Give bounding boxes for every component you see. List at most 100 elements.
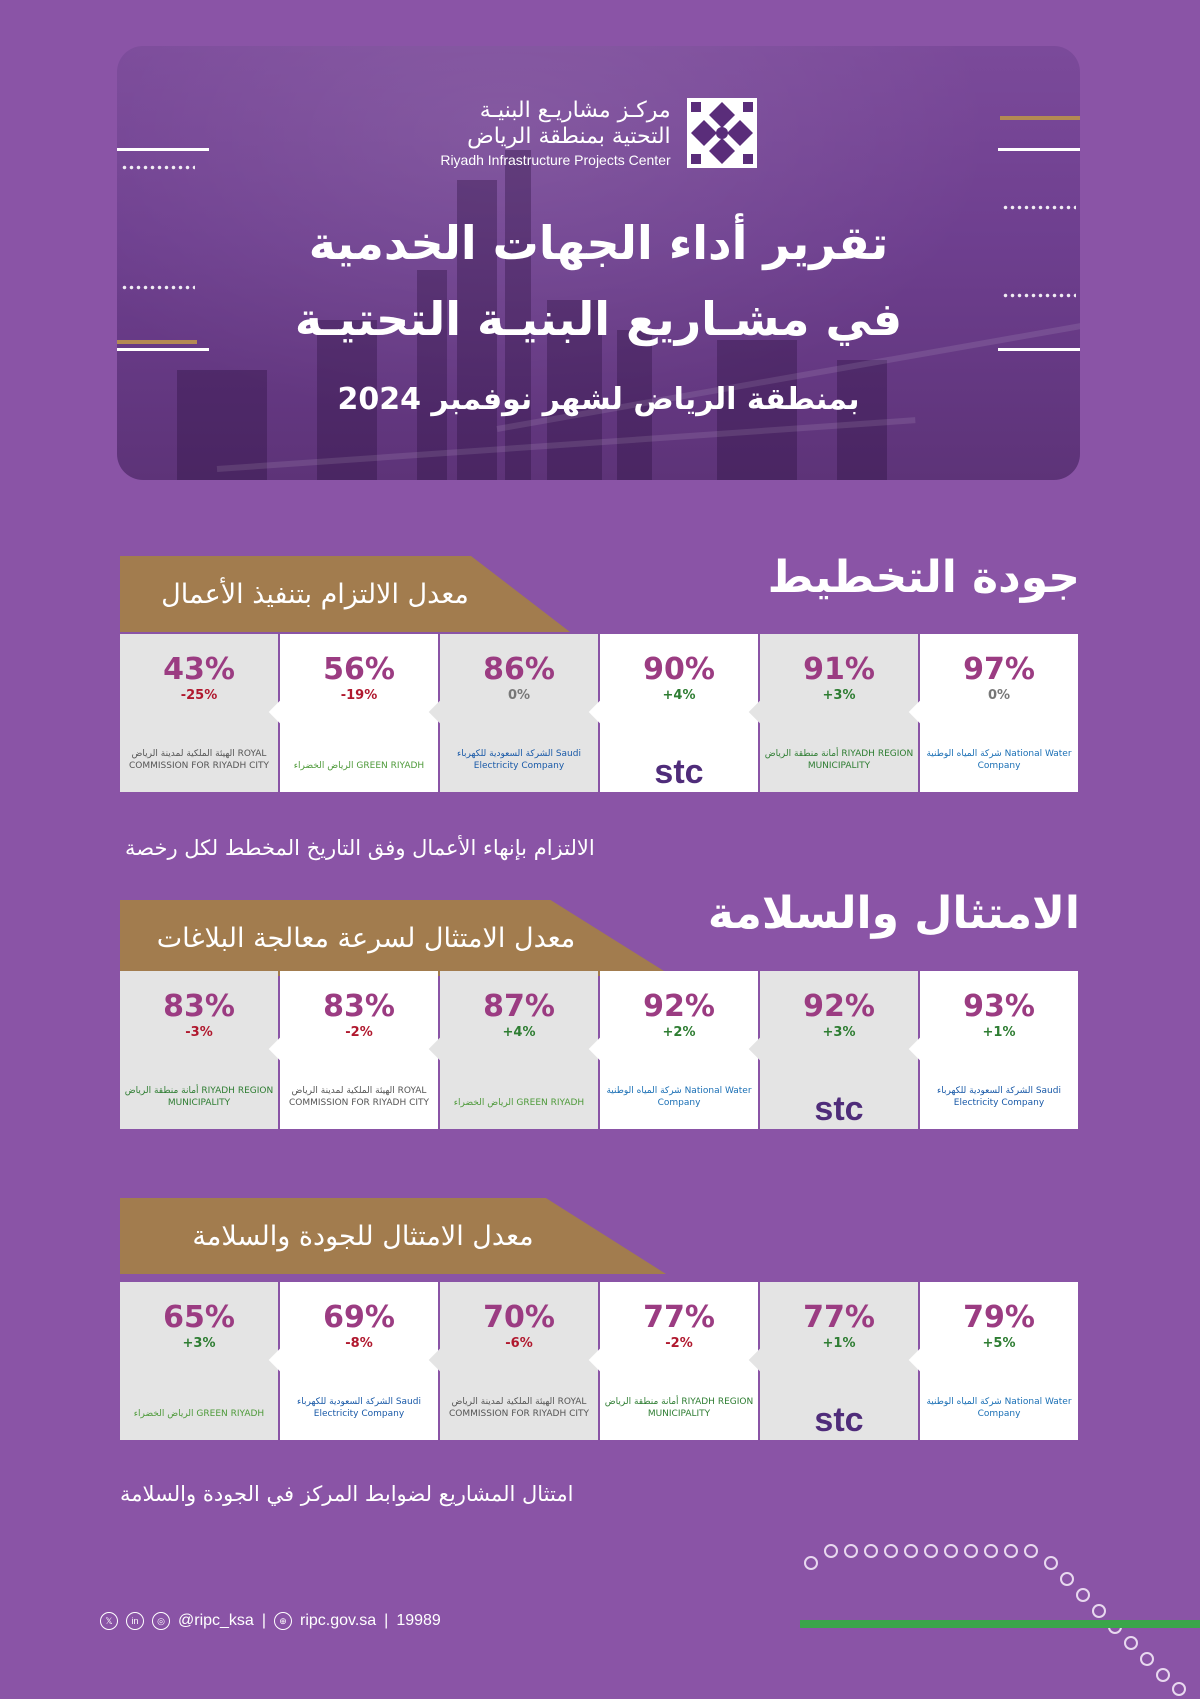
ring-decoration xyxy=(944,1544,958,1558)
kpi-change: -19% xyxy=(340,688,378,703)
kpi-change: -3% xyxy=(185,1025,213,1040)
kpi-card: 93% +1% الشركة السعودية للكهرباء Saudi E… xyxy=(908,971,1078,1129)
kpi-percent: 97% xyxy=(963,652,1035,687)
footer: 𝕏 in ◎ @ripc_ksa | ⊕ ripc.gov.sa | 19989 xyxy=(100,1612,441,1630)
kpi-percent: 79% xyxy=(963,1300,1035,1335)
ring-decoration xyxy=(1156,1668,1170,1682)
ring-decoration xyxy=(1076,1588,1090,1602)
kpi-change: -2% xyxy=(665,1336,693,1351)
kpi-card: 70% -6% الهيئة الملكية لمدينة الرياض ROY… xyxy=(428,1282,598,1440)
kpi-percent: 86% xyxy=(483,652,555,687)
kpi-change: 0% xyxy=(987,688,1011,703)
org-logo-stc: stc xyxy=(814,1090,864,1128)
kpi-change: +3% xyxy=(822,1025,856,1040)
org-logo-saudi-electricity: الشركة السعودية للكهرباء Saudi Electrici… xyxy=(297,1397,421,1419)
gold-accent xyxy=(1000,116,1080,120)
ring-decoration xyxy=(1172,1682,1186,1696)
org-logo-green-riyadh: الرياض الخضراء GREEN RIYADH xyxy=(453,1098,585,1108)
divider xyxy=(117,348,209,351)
kpi-change: +4% xyxy=(662,688,696,703)
globe-icon: ⊕ xyxy=(273,1612,292,1630)
org-logo-riyadh-municipality: أمانة منطقة الرياض RIYADH REGION MUNICIP… xyxy=(124,1086,274,1108)
logo-english: Riyadh Infrastructure Projects Center xyxy=(440,152,671,168)
org-logo-saudi-electricity: الشركة السعودية للكهرباء Saudi Electrici… xyxy=(937,1086,1061,1108)
report-title-line2: في مشـاريع البنيـة التحتيـة xyxy=(294,292,903,346)
org-logo-royal-commission: الهيئة الملكية لمدينة الرياض ROYAL COMMI… xyxy=(448,1397,590,1419)
kpi-percent: 92% xyxy=(803,989,875,1024)
kpi-change: +1% xyxy=(982,1025,1016,1040)
banner-execution-commitment: معدل الالتزام بتنفيذ الأعمال xyxy=(120,556,570,632)
ripc-emblem-icon xyxy=(686,98,757,168)
kpi-change: -8% xyxy=(345,1336,373,1351)
org-logo-national-water: شركة المياه الوطنية National Water Compa… xyxy=(606,1086,752,1108)
kpi-change: +2% xyxy=(662,1025,696,1040)
kpi-card: 83% -2% الهيئة الملكية لمدينة الرياض ROY… xyxy=(268,971,438,1129)
kpi-percent: 91% xyxy=(803,652,875,687)
divider xyxy=(117,148,209,151)
banner-label: معدل الامتثال للجودة والسلامة xyxy=(192,1220,534,1252)
report-title-line1: تقرير أداء الجهات الخدمية xyxy=(308,216,889,270)
green-accent-bar xyxy=(800,1620,1200,1628)
dot-pattern xyxy=(1002,204,1076,212)
kpi-change: +3% xyxy=(822,688,856,703)
gold-accent xyxy=(117,340,197,344)
org-logo-riyadh-municipality: أمانة منطقة الرياض RIYADH REGION MUNICIP… xyxy=(604,1397,754,1419)
ring-decoration xyxy=(1044,1556,1058,1570)
kpi-row-planning: 43% -25% الهيئة الملكية لمدينة الرياض RO… xyxy=(120,634,1080,794)
dot-pattern xyxy=(1002,292,1076,300)
org-logo-royal-commission: الهيئة الملكية لمدينة الرياض ROYAL COMMI… xyxy=(288,1086,430,1108)
kpi-card: 86% 0% الشركة السعودية للكهرباء Saudi El… xyxy=(428,634,598,792)
linkedin-icon[interactable]: in xyxy=(126,1612,144,1630)
kpi-card: 83% -3% أمانة منطقة الرياض RIYADH REGION… xyxy=(120,971,278,1129)
kpi-percent: 83% xyxy=(163,989,235,1024)
kpi-percent: 43% xyxy=(163,652,235,687)
ring-decoration xyxy=(884,1544,898,1558)
kpi-card: 90% +4% stc xyxy=(588,634,758,792)
kpi-change: -25% xyxy=(180,688,218,703)
ring-decoration xyxy=(1092,1604,1106,1618)
kpi-change: -2% xyxy=(345,1025,373,1040)
kpi-card: 77% -2% أمانة منطقة الرياض RIYADH REGION… xyxy=(588,1282,758,1440)
banner-label: معدل الالتزام بتنفيذ الأعمال xyxy=(161,578,469,610)
kpi-percent: 69% xyxy=(323,1300,395,1335)
banner-quality-safety: معدل الامتثال للجودة والسلامة xyxy=(120,1198,666,1274)
ring-decoration xyxy=(1140,1652,1154,1666)
kpi-percent: 77% xyxy=(803,1300,875,1335)
kpi-percent: 65% xyxy=(163,1300,235,1335)
ring-decoration xyxy=(964,1544,978,1558)
kpi-card: 91% +3% أمانة منطقة الرياض RIYADH REGION… xyxy=(748,634,918,792)
ring-decoration xyxy=(1004,1544,1018,1558)
caption-planning: الالتزام بإنهاء الأعمال وفق التاريخ المخ… xyxy=(125,836,595,860)
kpi-card: 92% +2% شركة المياه الوطنية National Wat… xyxy=(588,971,758,1129)
kpi-card: 97% 0% شركة المياه الوطنية National Wate… xyxy=(908,634,1078,792)
website-link[interactable]: ripc.gov.sa xyxy=(299,1612,377,1629)
ring-decoration xyxy=(1124,1636,1138,1650)
kpi-card: 43% -25% الهيئة الملكية لمدينة الرياض RO… xyxy=(120,634,278,792)
kpi-change: +1% xyxy=(822,1336,856,1351)
kpi-percent: 56% xyxy=(323,652,395,687)
kpi-percent: 87% xyxy=(483,989,555,1024)
kpi-change: 0% xyxy=(507,688,531,703)
social-handle[interactable]: @ripc_ksa xyxy=(178,1612,254,1629)
ring-decoration xyxy=(804,1556,818,1570)
kpi-percent: 90% xyxy=(643,652,715,687)
kpi-percent: 83% xyxy=(323,989,395,1024)
logo-arabic-line1: مركـز مشاريـع البنيـة xyxy=(479,98,671,123)
kpi-card: 56% -19% الرياض الخضراء GREEN RIYADH xyxy=(268,634,438,792)
kpi-change: +4% xyxy=(502,1025,536,1040)
section-title-compliance: الامتثال والسلامة xyxy=(707,888,1080,939)
report-subtitle: بمنطقة الرياض لشهر نوفمبر 2024 xyxy=(337,382,860,417)
org-logo-saudi-electricity: الشركة السعودية للكهرباء Saudi Electrici… xyxy=(457,749,581,771)
ring-decoration xyxy=(844,1544,858,1558)
phone-number: 19989 xyxy=(396,1612,441,1629)
instagram-icon[interactable]: ◎ xyxy=(152,1612,170,1630)
kpi-percent: 77% xyxy=(643,1300,715,1335)
x-icon[interactable]: 𝕏 xyxy=(100,1612,118,1630)
kpi-row-quality: 65% +3% الرياض الخضراء GREEN RIYADH 69% … xyxy=(120,1282,1080,1442)
hero-banner: مركـز مشاريـع البنيـة التحتية بمنطقة الر… xyxy=(117,46,1080,480)
kpi-percent: 70% xyxy=(483,1300,555,1335)
org-logo-green-riyadh: الرياض الخضراء GREEN RIYADH xyxy=(293,761,425,771)
kpi-change: +3% xyxy=(182,1336,216,1351)
org-logo-national-water: شركة المياه الوطنية National Water Compa… xyxy=(926,749,1072,771)
banner-report-response: معدل الامتثال لسرعة معالجة البلاغات xyxy=(120,900,672,976)
